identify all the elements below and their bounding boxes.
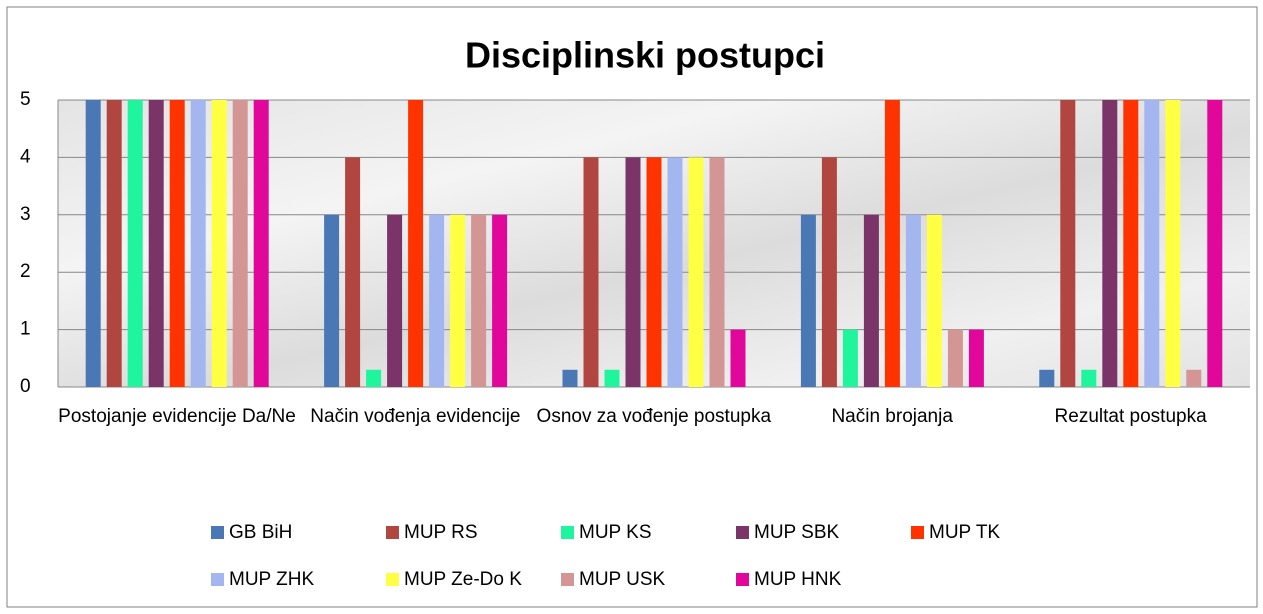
bar	[1186, 369, 1202, 387]
bar	[211, 100, 227, 387]
bar	[646, 157, 662, 387]
x-tick-label: Način vođenja evidencije	[310, 406, 521, 427]
legend-label: MUP SBK	[754, 522, 840, 543]
legend-label: MUP ZHK	[229, 569, 314, 590]
bar	[106, 100, 122, 387]
legend-label: GB BiH	[229, 522, 292, 543]
bar	[709, 157, 725, 387]
bar	[583, 157, 599, 387]
bar	[1144, 100, 1160, 387]
y-tick-label: 1	[20, 319, 31, 340]
legend-swatch	[736, 526, 749, 539]
bar	[1039, 369, 1055, 387]
bar	[169, 100, 185, 387]
bar	[604, 369, 620, 387]
legend-swatch	[386, 526, 399, 539]
legend-swatch	[211, 573, 224, 586]
bar	[345, 157, 361, 387]
y-tick-label: 5	[20, 89, 31, 110]
bar	[562, 369, 578, 387]
bar	[688, 157, 704, 387]
bar	[905, 214, 921, 387]
legend-label: MUP KS	[579, 522, 652, 543]
legend-swatch	[736, 573, 749, 586]
legend-swatch	[561, 526, 574, 539]
bar	[429, 214, 445, 387]
legend-label: MUP TK	[929, 522, 1000, 543]
bar	[471, 214, 487, 387]
bar	[1165, 100, 1181, 387]
legend-label: MUP Ze-Do K	[404, 569, 522, 590]
y-tick-label: 4	[20, 146, 31, 167]
bar	[821, 157, 837, 387]
bar	[625, 157, 641, 387]
bar	[253, 100, 269, 387]
bar	[842, 329, 858, 387]
bar	[1123, 100, 1139, 387]
bar	[863, 214, 879, 387]
legend-swatch	[561, 573, 574, 586]
bar	[366, 369, 382, 387]
bar	[1207, 100, 1223, 387]
bar	[127, 100, 143, 387]
legend-label: MUP RS	[404, 522, 478, 543]
bar	[1102, 100, 1118, 387]
bar	[85, 100, 101, 387]
chart-title: Disciplinski postupci	[465, 35, 825, 76]
legend-label: MUP HNK	[754, 569, 842, 590]
legend-label: MUP USK	[579, 569, 666, 590]
y-tick-label: 0	[20, 376, 31, 397]
bar	[324, 214, 340, 387]
x-tick-label: Postojanje evidencije Da/Ne	[58, 406, 296, 427]
bar	[884, 100, 900, 387]
x-tick-label: Rezultat postupka	[1054, 406, 1207, 427]
bar	[492, 214, 508, 387]
bar	[232, 100, 248, 387]
y-tick-label: 3	[20, 204, 31, 225]
bar	[667, 157, 683, 387]
bar	[1060, 100, 1076, 387]
bar	[947, 329, 963, 387]
bar	[190, 100, 206, 387]
bar	[800, 214, 816, 387]
bar	[968, 329, 984, 387]
bar	[1081, 369, 1097, 387]
x-tick-label: Osnov za vođenje postupka	[536, 406, 772, 427]
x-tick-label: Način brojanja	[831, 406, 953, 427]
legend-swatch	[211, 526, 224, 539]
bar	[148, 100, 164, 387]
legend-swatch	[386, 573, 399, 586]
bar	[408, 100, 424, 387]
bar	[730, 329, 746, 387]
legend-swatch	[911, 526, 924, 539]
bar	[387, 214, 403, 387]
y-tick-label: 2	[20, 261, 31, 282]
bar	[926, 214, 942, 387]
bar	[450, 214, 466, 387]
